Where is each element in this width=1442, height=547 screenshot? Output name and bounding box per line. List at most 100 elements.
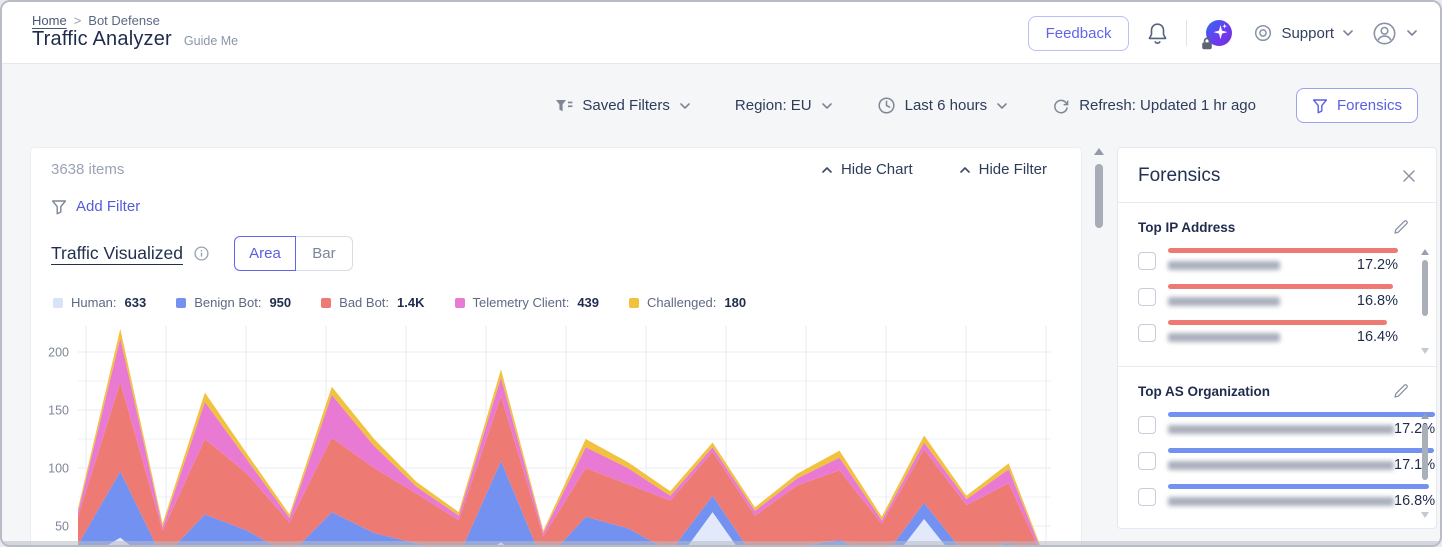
forensics-toggle-button[interactable]: Forensics: [1295, 88, 1418, 123]
page-title: Traffic Analyzer: [32, 28, 172, 50]
percent-value: 17.2%: [1356, 257, 1398, 273]
chart-type-area-button[interactable]: Area: [233, 236, 296, 271]
edit-button[interactable]: [1392, 218, 1410, 236]
horizontal-scrollbar[interactable]: [2, 541, 1440, 545]
breadcrumb-current: Bot Defense: [88, 13, 160, 28]
series-bad-bot: [78, 382, 1037, 545]
scroll-up-arrow[interactable]: [1094, 148, 1104, 155]
chart-type-bar-button[interactable]: Bar: [294, 236, 353, 271]
chart-legend: Human: 633 Benign Bot: 950 Bad Bot: 1.4K Te…: [53, 295, 1081, 310]
row-checkbox[interactable]: [1138, 287, 1156, 306]
feedback-button[interactable]: Feedback: [1027, 15, 1130, 51]
hide-filter-label: Hide Filter: [978, 161, 1047, 178]
row-checkbox[interactable]: [1138, 251, 1156, 270]
row-content: 17.2%: [1168, 412, 1436, 437]
lock-icon: [1202, 37, 1213, 50]
scroll-up-arrow[interactable]: [1421, 413, 1429, 419]
list-item: 17.1%: [1138, 448, 1435, 473]
percent-value: 16.8%: [1356, 293, 1398, 309]
redacted-text: [1168, 460, 1394, 470]
hide-chart-link[interactable]: Hide Chart: [821, 161, 913, 178]
row-content: 17.1%: [1168, 448, 1435, 473]
chevron-down-icon: [680, 102, 690, 109]
row-checkbox[interactable]: [1138, 415, 1156, 434]
breadcrumb-home-link[interactable]: Home: [32, 13, 67, 28]
legend-item-human[interactable]: Human: 633: [53, 295, 146, 310]
row-meta: 17.2%: [1168, 421, 1435, 437]
chevron-up-icon: [959, 166, 970, 173]
series-telemetry-client: [78, 338, 1040, 545]
legend-item-bad-bot[interactable]: Bad Bot: 1.4K: [321, 295, 425, 310]
value-bar: [1168, 284, 1393, 289]
vertical-scrollbar[interactable]: [1093, 148, 1105, 544]
legend-swatch: [629, 297, 640, 308]
scrollbar-thumb[interactable]: [1422, 424, 1428, 480]
legend-label: Benign Bot:: [194, 295, 262, 310]
legend-label: Challenged:: [647, 295, 717, 310]
time-range-label: Last 6 hours: [904, 97, 988, 114]
breadcrumb: Home > Bot Defense: [32, 13, 160, 28]
legend-swatch: [176, 297, 187, 308]
edit-button[interactable]: [1392, 382, 1410, 400]
legend-item-telemetry-client[interactable]: Telemetry Client: 439: [454, 295, 599, 310]
filter-toolbar: Saved Filters Region: EU Last 6 hours Re…: [555, 88, 1418, 123]
account-menu[interactable]: [1371, 20, 1418, 47]
hide-filter-link[interactable]: Hide Filter: [959, 161, 1047, 178]
notifications-bell-icon[interactable]: [1146, 21, 1169, 46]
ai-assistant-icon[interactable]: [1202, 18, 1236, 50]
chart-area: 50 100 150 200: [39, 326, 1089, 545]
scroll-down-arrow[interactable]: [1421, 348, 1429, 354]
row-checkbox[interactable]: [1138, 487, 1156, 506]
scrollbar-thumb[interactable]: [1095, 164, 1103, 228]
funnel-icon: [51, 199, 67, 214]
scroll-down-arrow[interactable]: [1421, 512, 1429, 518]
row-checkbox[interactable]: [1138, 323, 1156, 342]
row-content: 16.8%: [1168, 484, 1435, 509]
support-menu[interactable]: Support: [1253, 23, 1354, 43]
account-avatar-icon: [1373, 22, 1396, 44]
saved-filters-dropdown[interactable]: Saved Filters: [555, 97, 691, 114]
row-content: 17.2%: [1168, 248, 1398, 273]
percent-value: 16.8%: [1394, 493, 1436, 509]
row-meta: 16.4%: [1168, 329, 1398, 345]
row-meta: 17.2%: [1168, 257, 1398, 273]
title-row: Traffic Analyzer Guide Me: [32, 28, 238, 51]
edit-pencil-icon: [1394, 220, 1408, 234]
forensics-section-as: Top AS Organization 17.2% 17.1% 16.8%: [1118, 366, 1436, 530]
refresh-icon: [1054, 99, 1069, 113]
edit-pencil-icon: [1394, 384, 1408, 398]
row-meta: 16.8%: [1168, 493, 1435, 509]
section-rows: 17.2% 16.8% 16.4%: [1138, 248, 1398, 345]
value-bar: [1168, 412, 1436, 417]
section-header: Top AS Organization: [1138, 382, 1410, 400]
list-item: 16.8%: [1138, 284, 1398, 309]
value-bar: [1168, 448, 1434, 453]
close-icon[interactable]: [1400, 167, 1418, 185]
legend-item-benign-bot[interactable]: Benign Bot: 950: [176, 295, 291, 310]
guide-me-link[interactable]: Guide Me: [183, 34, 239, 48]
list-scrollbar[interactable]: [1420, 249, 1430, 354]
time-range-dropdown[interactable]: Last 6 hours: [877, 96, 1009, 115]
info-icon[interactable]: [194, 246, 209, 261]
list-item: 17.2%: [1138, 248, 1398, 273]
value-bar: [1168, 248, 1398, 253]
region-dropdown[interactable]: Region: EU: [735, 97, 833, 114]
traffic-panel: 3638 items Hide Chart Hide Filter Add Fi…: [30, 147, 1082, 545]
list-item: 16.4%: [1138, 320, 1398, 345]
refresh-button[interactable]: Refresh: Updated 1 hr ago: [1052, 97, 1256, 115]
redacted-text: [1168, 296, 1280, 306]
top-header: Home > Bot Defense Traffic Analyzer Guide …: [2, 2, 1440, 64]
list-scrollbar[interactable]: [1420, 413, 1430, 518]
list-item: 17.2%: [1138, 412, 1436, 437]
section-title-ip: Top IP Address: [1138, 219, 1236, 235]
row-content: 16.8%: [1168, 284, 1398, 309]
scroll-up-arrow[interactable]: [1421, 249, 1429, 255]
svg-text:150: 150: [48, 404, 69, 418]
scrollbar-thumb[interactable]: [1422, 260, 1428, 316]
row-checkbox[interactable]: [1138, 451, 1156, 470]
row-meta: 17.1%: [1168, 457, 1435, 473]
legend-item-challenged[interactable]: Challenged: 180: [629, 295, 746, 310]
chevron-down-icon: [997, 102, 1007, 109]
legend-value: 633: [124, 295, 147, 310]
add-filter-button[interactable]: Add Filter: [51, 198, 140, 215]
